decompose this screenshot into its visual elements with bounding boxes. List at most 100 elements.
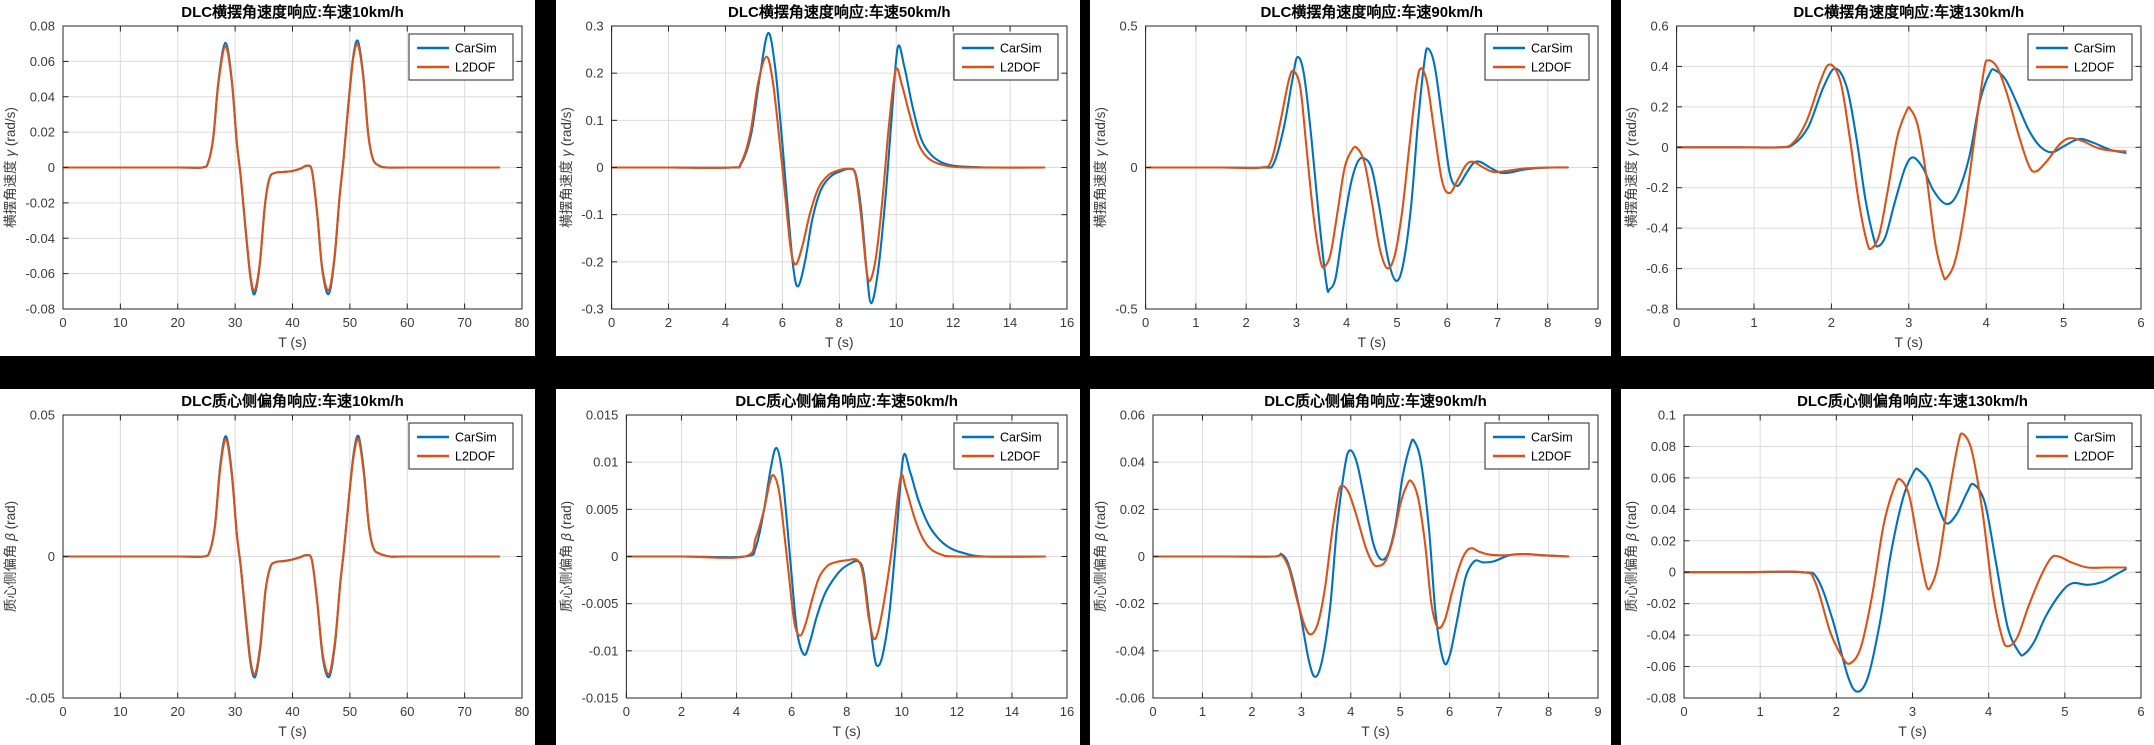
series-group [63, 434, 501, 679]
x-tick-label: 4 [722, 315, 729, 330]
y-axis-label: 质心侧偏角 β (rad) [1093, 501, 1108, 612]
x-tick-label: 10 [889, 315, 903, 330]
y-axis-label: 质心侧偏角 β (rad) [559, 501, 574, 612]
y-tick-label: -0.02 [1646, 596, 1676, 611]
legend: CarSim L2DOF [2027, 33, 2133, 81]
x-tick-label: 0 [1142, 315, 1149, 330]
series-carsim-line [1153, 438, 1570, 678]
legend-box [408, 33, 514, 81]
plot-title: DLC质心侧偏角响应:车速10km/h [181, 392, 404, 410]
x-tick-label: 6 [2137, 315, 2144, 330]
y-tick-label: -0.1 [581, 207, 603, 222]
series-group [1676, 59, 2127, 281]
chart-yaw90: 0 1 2 3 4 5 6 7 8 9 -0.5 0 0.5 DLC横摆角速度响应:车速90km/h T (… [1093, 3, 1602, 350]
chart-beta10: 0 10 20 30 40 50 60 70 80 -0.05 0 0.05 DLC质心侧偏角响应:车速… [3, 392, 529, 739]
x-tick-label: 40 [285, 315, 299, 330]
series-l2dof-line [611, 55, 1046, 283]
legend-label: L2DOF [2074, 61, 2115, 75]
x-axis-label: T (s) [1358, 334, 1387, 350]
y-tick-label: -0.06 [25, 266, 55, 281]
x-tick-label: 8 [1545, 704, 1552, 719]
x-tick-label: 9 [1594, 704, 1601, 719]
legend: CarSim L2DOF [953, 33, 1059, 81]
x-tick-label: 0 [59, 315, 66, 330]
x-tick-label: 3 [1905, 315, 1912, 330]
legend-box [953, 422, 1059, 470]
x-tick-label: 40 [285, 704, 299, 719]
series-carsim-line [1684, 467, 2127, 693]
legend-box [1484, 422, 1590, 470]
y-tick-label: 0.1 [1658, 408, 1676, 423]
legend-box [953, 33, 1059, 81]
legend-label: CarSim [1000, 431, 1042, 445]
plot-title: DLC横摆角速度响应:车速50km/h [728, 3, 951, 21]
series-group [1145, 47, 1569, 293]
x-tick-label: 16 [1060, 315, 1074, 330]
x-axis-label: T (s) [278, 723, 307, 739]
chart-panel-sideslip-130kmh: 0 1 2 3 4 5 6 -0.08 -0.06 -0.04 -0.02 0 0.02 0.04 0.06… [1621, 389, 2154, 745]
x-axis-label: T (s) [1898, 723, 1927, 739]
legend-label: L2DOF [1531, 61, 1572, 75]
y-tick-label: 0.2 [586, 66, 604, 81]
legend: CarSim L2DOF [1484, 422, 1590, 470]
plot-title: DLC横摆角速度响应:车速130km/h [1793, 3, 2024, 21]
x-tick-label: 30 [228, 315, 242, 330]
legend-label: L2DOF [1531, 450, 1572, 464]
chart-beta130: 0 1 2 3 4 5 6 -0.08 -0.06 -0.04 -0.02 0 0.02 0.04 0.06… [1624, 392, 2145, 739]
y-tick-label: 0.04 [30, 89, 55, 104]
x-tick-label: 50 [343, 704, 357, 719]
x-tick-label: 3 [1293, 315, 1300, 330]
x-tick-label: 5 [2061, 704, 2068, 719]
y-tick-label: -0.6 [1646, 261, 1668, 276]
legend: CarSim L2DOF [408, 422, 514, 470]
x-tick-label: 1 [1757, 704, 1764, 719]
series-l2dof-line [626, 473, 1047, 641]
x-tick-label: 16 [1060, 704, 1074, 719]
plot-title: DLC质心侧偏角响应:车速90km/h [1264, 392, 1487, 410]
y-tick-label: 0.4 [1651, 59, 1669, 74]
legend-box [2027, 33, 2133, 81]
x-tick-label: 4 [1347, 704, 1354, 719]
x-tick-label: 12 [950, 704, 964, 719]
series-l2dof-line [1145, 67, 1569, 270]
y-tick-label: 0 [48, 160, 55, 175]
y-tick-label: -0.01 [589, 643, 619, 658]
legend-label: L2DOF [2074, 450, 2115, 464]
x-tick-label: 8 [1544, 315, 1551, 330]
chart-yaw10: 0 10 20 30 40 50 60 70 80 -0.08 -0.06 -0.04 -0.02 0 0.… [3, 3, 529, 350]
y-tick-label: 0.01 [593, 455, 618, 470]
x-tick-label: 3 [1298, 704, 1305, 719]
x-tick-label: 4 [1343, 315, 1350, 330]
x-tick-label: 2 [1243, 315, 1250, 330]
x-tick-label: 1 [1192, 315, 1199, 330]
x-tick-label: 20 [171, 315, 185, 330]
chart-yaw130: 0 1 2 3 4 5 6 -0.8 -0.6 -0.4 -0.2 0 0.2 0.4 0.6 DLC横摆角速… [1624, 3, 2145, 350]
x-axis-label: T (s) [832, 723, 861, 739]
series-l2dof-line [1684, 432, 2127, 665]
y-tick-label: -0.005 [582, 596, 619, 611]
y-tick-label: 0 [1138, 549, 1145, 564]
x-tick-label: 2 [1833, 704, 1840, 719]
x-tick-label: 70 [457, 315, 471, 330]
x-tick-label: 1 [1199, 704, 1206, 719]
legend-label: CarSim [455, 431, 497, 445]
y-tick-label: -0.2 [581, 254, 603, 269]
y-tick-label: -0.05 [25, 691, 55, 706]
y-axis-label: 横摆角速度 γ (rad/s) [1093, 107, 1108, 228]
x-tick-label: 10 [113, 315, 127, 330]
legend-label: CarSim [2074, 431, 2116, 445]
plot-title: DLC质心侧偏角响应:车速130km/h [1797, 392, 2028, 410]
x-tick-label: 4 [1983, 315, 1990, 330]
y-axis-label: 横摆角速度 γ (rad/s) [1624, 107, 1639, 228]
y-axis-label: 横摆角速度 γ (rad/s) [559, 107, 574, 228]
x-tick-label: 9 [1594, 315, 1601, 330]
chart-yaw50: 0 2 4 6 8 10 12 14 16 -0.3 -0.2 -0.1 0 0.1 0.2 0.3 DLC横摆… [559, 3, 1074, 350]
y-tick-label: 0.02 [1651, 533, 1676, 548]
y-tick-label: -0.02 [1115, 596, 1145, 611]
y-tick-label: 0.005 [586, 502, 619, 517]
x-tick-label: 5 [2060, 315, 2067, 330]
y-tick-label: 0 [611, 549, 618, 564]
x-tick-label: 80 [515, 315, 529, 330]
legend: CarSim L2DOF [953, 422, 1059, 470]
x-tick-label: 6 [779, 315, 786, 330]
